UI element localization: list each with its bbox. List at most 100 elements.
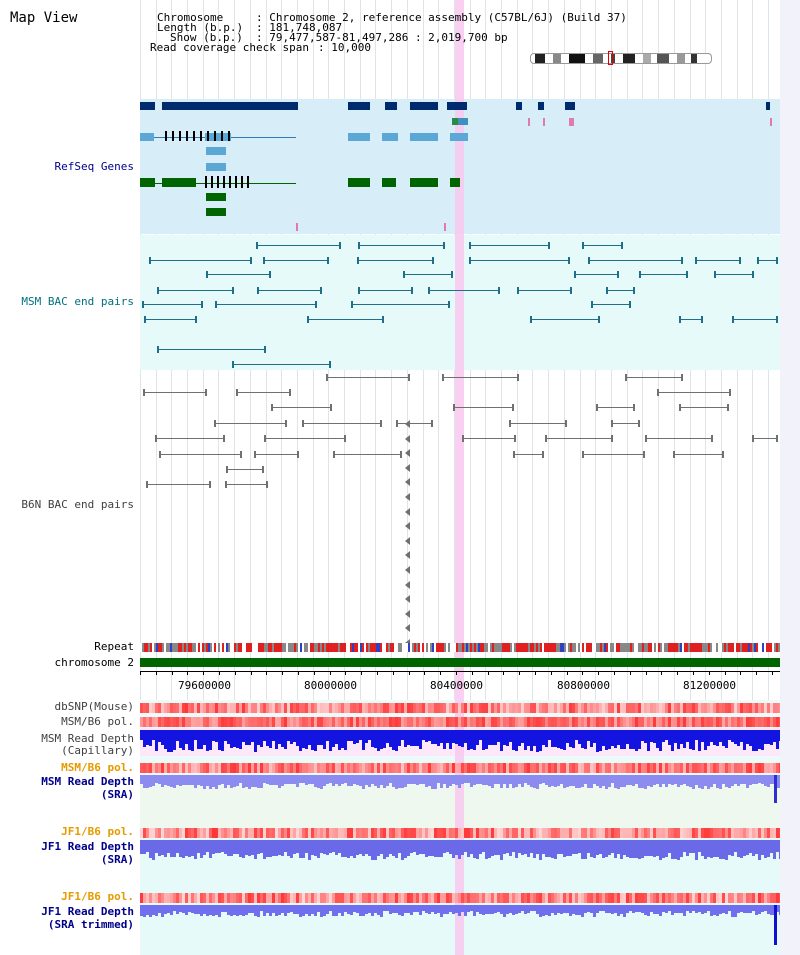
- bac-end-marker: [405, 581, 410, 589]
- gene-exon: [205, 176, 207, 188]
- heat-cell: [623, 717, 626, 727]
- chromosome-ideogram[interactable]: [530, 53, 712, 64]
- track-label-msm-depth-cap-1[interactable]: MSM Read Depth: [41, 732, 134, 745]
- heat-cell: [449, 763, 452, 773]
- axis-tick-label: 80800000: [557, 679, 610, 692]
- depth-bar: [569, 730, 572, 747]
- bac-end: [611, 420, 613, 427]
- depth-bar: [146, 840, 149, 852]
- depth-bar: [185, 730, 188, 744]
- jf1-b6-pol-strip-2[interactable]: [140, 893, 780, 903]
- jf1-sra-trimmed-depth-plot[interactable]: [140, 905, 780, 945]
- depth-bar: [491, 730, 494, 745]
- depth-bar: [203, 840, 206, 855]
- heat-cell: [491, 703, 494, 713]
- depth-bar: [683, 730, 686, 748]
- repeat-block: [698, 643, 700, 652]
- track-label-msm-b6-pol-2[interactable]: MSM/B6 pol.: [61, 761, 134, 774]
- heat-cell: [674, 703, 677, 713]
- heat-cell: [626, 893, 629, 903]
- heat-cell: [251, 828, 254, 838]
- heat-cell: [479, 717, 482, 727]
- msm-sra-depth-plot[interactable]: [140, 775, 780, 803]
- heat-cell: [482, 893, 485, 903]
- repeat-block: [324, 643, 326, 652]
- heat-cell: [695, 703, 698, 713]
- depth-bar: [302, 905, 305, 916]
- heat-cell: [563, 703, 566, 713]
- heat-cell: [305, 828, 308, 838]
- repeat-block: [520, 643, 522, 652]
- track-label-dbsnp[interactable]: dbSNP(Mouse): [54, 700, 134, 713]
- heat-cell: [215, 703, 218, 713]
- repeat-block: [546, 643, 548, 652]
- repeat-block: [414, 643, 416, 652]
- heat-cell: [218, 828, 221, 838]
- bac-end: [159, 451, 161, 458]
- jf1-b6-pol-strip-1[interactable]: [140, 828, 780, 838]
- depth-bar: [200, 905, 203, 916]
- depth-bar: [143, 840, 146, 854]
- dbsnp-strip[interactable]: [140, 703, 780, 713]
- repeat-block: [298, 643, 300, 652]
- heat-cell: [545, 828, 548, 838]
- repeat-block: [274, 643, 276, 652]
- depth-bar: [179, 905, 182, 912]
- jf1-sra-depth-plot[interactable]: [140, 840, 780, 866]
- msm-b6-pol-strip-2[interactable]: [140, 763, 780, 773]
- chromosome-bar[interactable]: [140, 658, 780, 667]
- depth-bar: [695, 730, 698, 740]
- track-label-b6n-bac[interactable]: B6N BAC end pairs: [21, 498, 134, 511]
- heat-cell: [602, 703, 605, 713]
- axis-tick: [661, 671, 662, 675]
- track-label-msm-b6-pol-1[interactable]: MSM/B6 pol.: [61, 715, 134, 728]
- heat-cell: [524, 763, 527, 773]
- heat-cell: [461, 893, 464, 903]
- repeat-block: [452, 643, 454, 652]
- track-label-jf1-depth-sra-1[interactable]: JF1 Read Depth: [41, 840, 134, 853]
- repeat-block: [462, 643, 464, 652]
- heat-cell: [440, 828, 443, 838]
- track-label-msm-bac[interactable]: MSM BAC end pairs: [21, 295, 134, 308]
- track-label-repeat[interactable]: Repeat: [94, 640, 134, 653]
- heat-cell: [326, 763, 329, 773]
- track-label-jf1-pol-2[interactable]: JF1/B6 pol.: [61, 890, 134, 903]
- heat-cell: [641, 763, 644, 773]
- track-label-msm-depth-sra-1[interactable]: MSM Read Depth: [41, 775, 134, 788]
- depth-bar: [668, 840, 671, 853]
- repeat-block: [752, 643, 754, 652]
- heat-cell: [737, 828, 740, 838]
- heat-cell: [602, 763, 605, 773]
- heat-cell: [251, 703, 254, 713]
- ideogram-position-marker[interactable]: [608, 51, 613, 65]
- track-label-jf1-depth-trim-1[interactable]: JF1 Read Depth: [41, 905, 134, 918]
- bac-pair-line: [606, 290, 635, 291]
- bac-pair-line: [236, 392, 291, 393]
- track-label-jf1-pol-1[interactable]: JF1/B6 pol.: [61, 825, 134, 838]
- depth-bar: [725, 730, 728, 748]
- heat-cell: [515, 717, 518, 727]
- heat-cell: [527, 703, 530, 713]
- heat-cell: [635, 703, 638, 713]
- track-label-chromosome[interactable]: chromosome 2: [54, 656, 134, 669]
- depth-bar: [224, 840, 227, 854]
- depth-bar: [587, 730, 590, 741]
- depth-bar: [731, 775, 734, 786]
- heat-cell: [239, 893, 242, 903]
- heat-cell: [602, 828, 605, 838]
- msm-capillary-depth-plot[interactable]: [140, 730, 780, 756]
- depth-bar: [740, 905, 743, 912]
- depth-bar: [386, 905, 389, 911]
- heat-cell: [482, 717, 485, 727]
- msm-b6-pol-strip-1[interactable]: [140, 717, 780, 727]
- gene-exon: [382, 133, 398, 141]
- heat-cell: [767, 717, 770, 727]
- depth-bar: [365, 730, 368, 743]
- heat-cell: [311, 717, 314, 727]
- repeat-track[interactable]: [140, 643, 780, 652]
- track-label-refseq[interactable]: RefSeq Genes: [54, 160, 134, 173]
- depth-bar: [419, 905, 422, 915]
- depth-bar: [257, 840, 260, 854]
- heat-cell: [611, 703, 614, 713]
- gene-exon: [206, 208, 226, 216]
